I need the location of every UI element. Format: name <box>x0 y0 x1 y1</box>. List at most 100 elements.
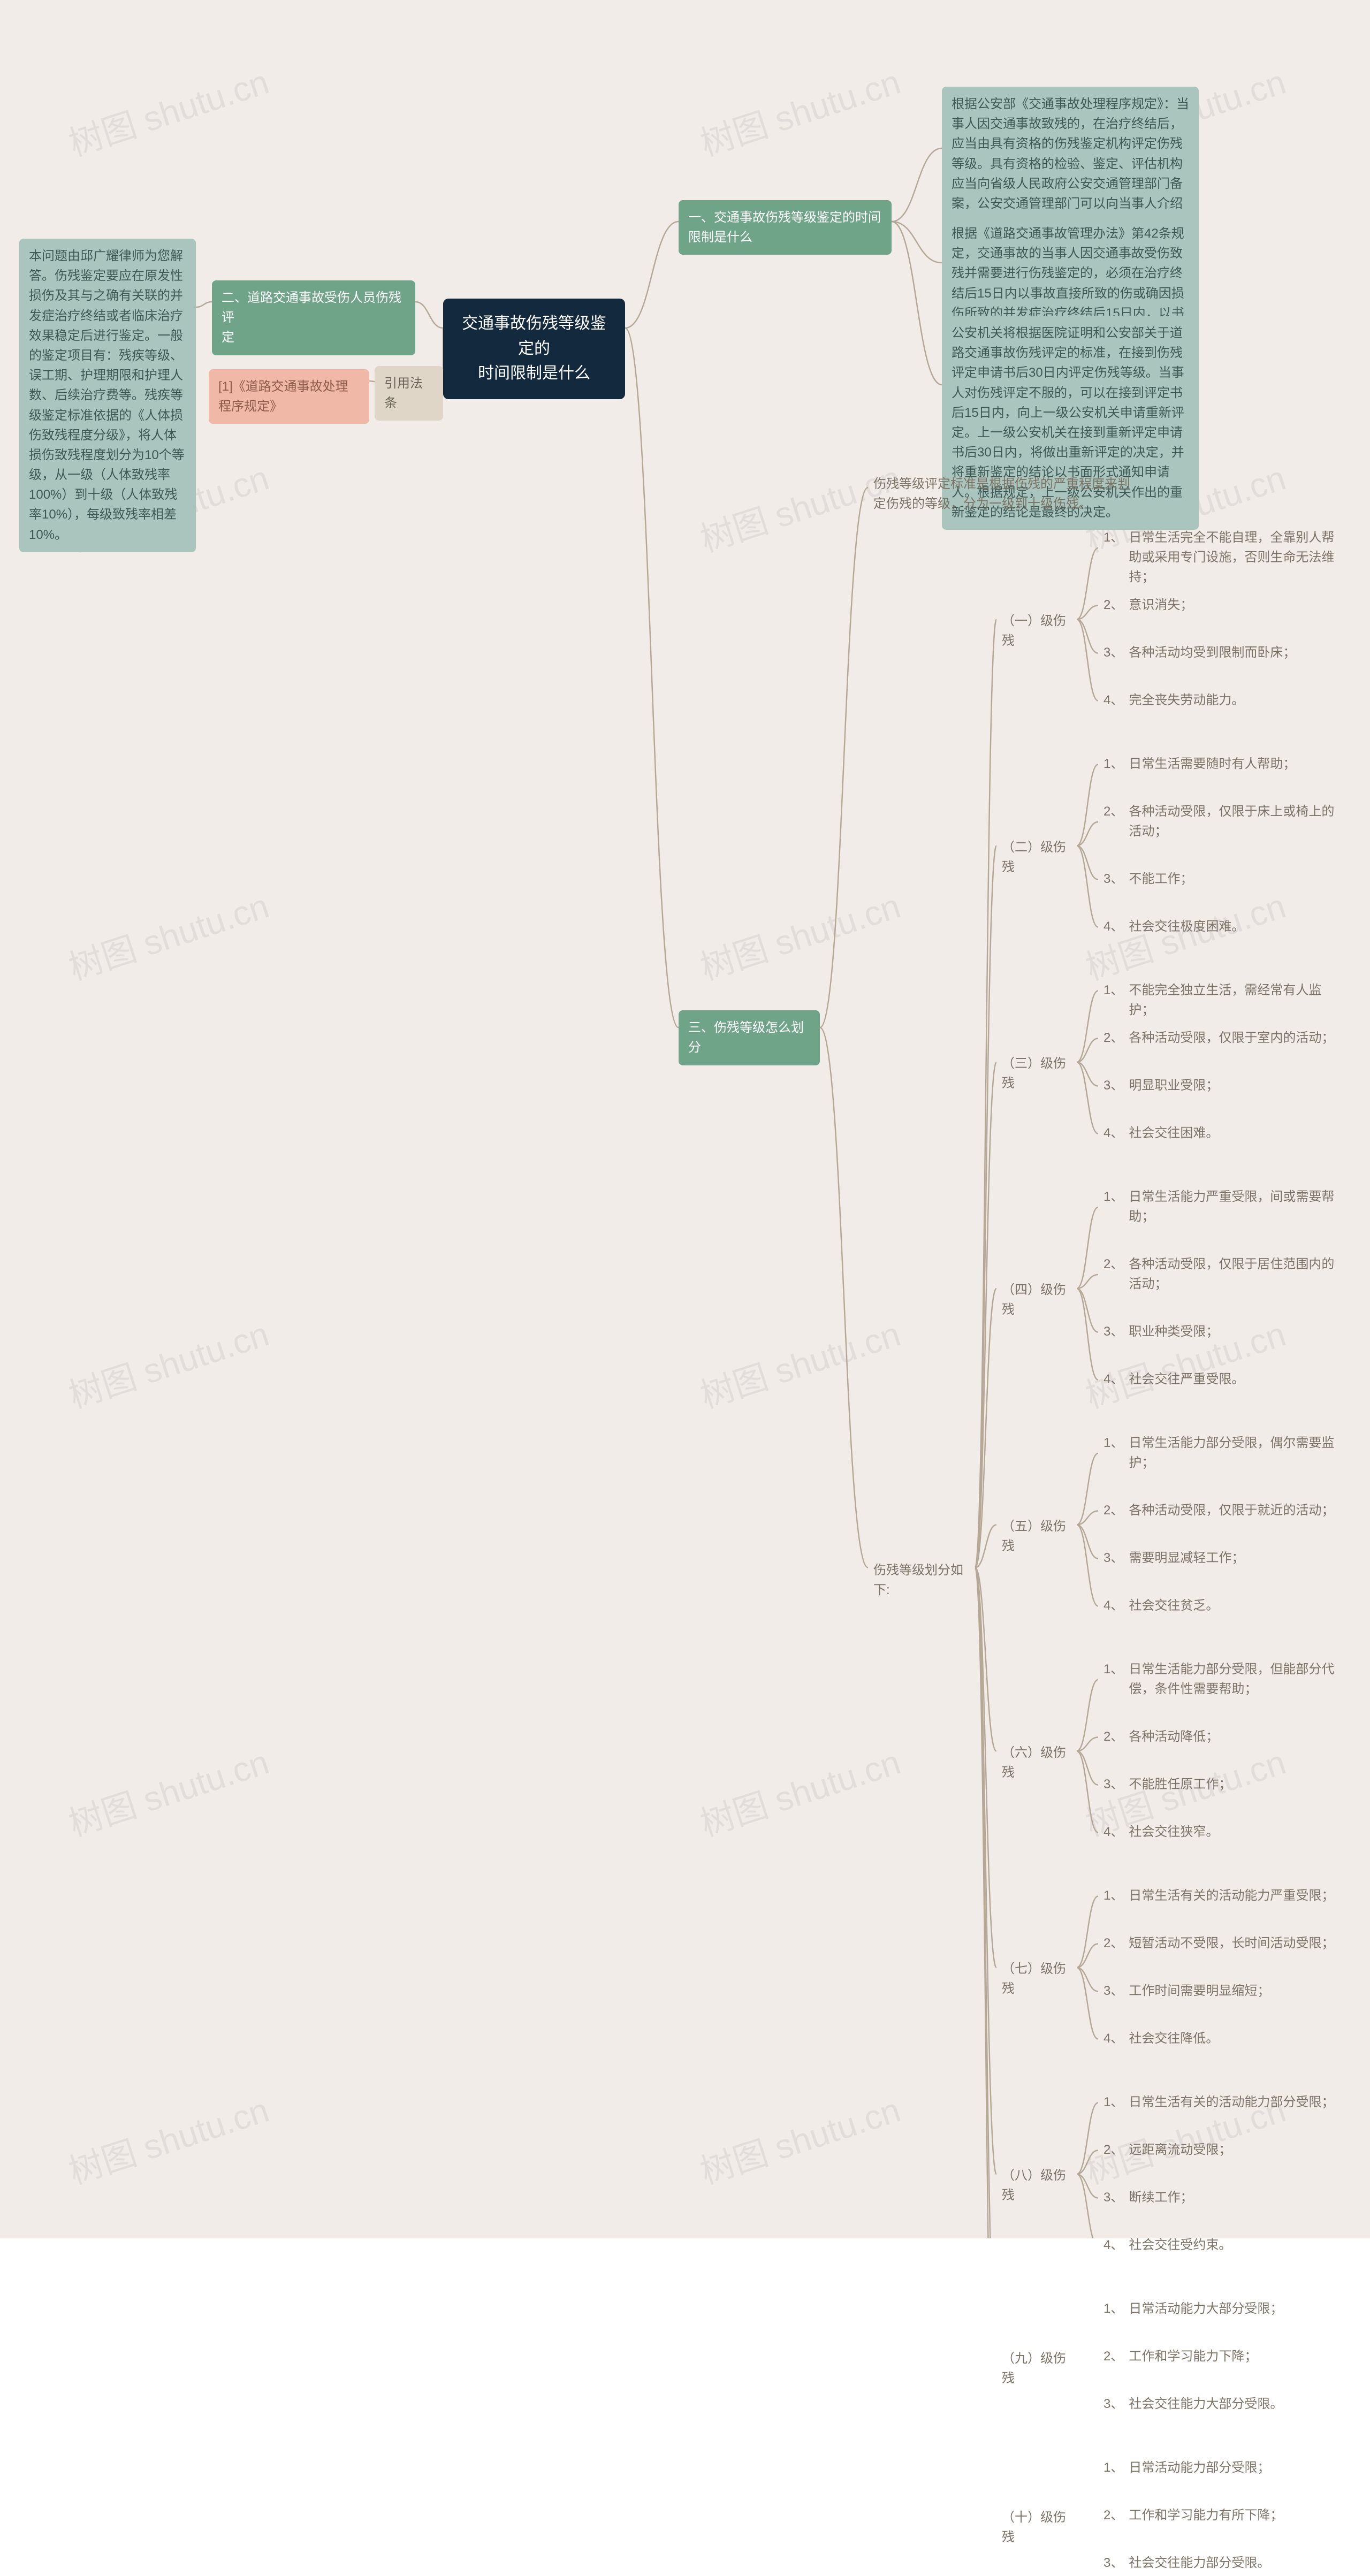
leaf-number: 1、 <box>1103 1187 1123 1207</box>
leaf-text: 各种活动均受到限制而卧床； <box>1129 643 1339 662</box>
grade-item: 4、 社会交往降低。 <box>1098 2025 1344 2052</box>
leaf-number: 1、 <box>1103 1659 1123 1679</box>
leaf-number: 1、 <box>1103 1886 1123 1906</box>
leaf-number: 3、 <box>1103 643 1123 662</box>
leaf-number: 4、 <box>1103 1596 1123 1615</box>
leaf-text: 远距离流动受限； <box>1129 2140 1339 2160</box>
citation-item-node: [1]《道路交通事故处理程序规定》 <box>209 369 369 424</box>
leaf-number: 4、 <box>1103 1369 1123 1389</box>
grade-label: （八）级伤残 <box>1002 2168 1066 2202</box>
leaf-text: 完全丧失劳动能力。 <box>1129 690 1339 710</box>
grade-label: （十）级伤残 <box>1002 2510 1066 2544</box>
leaf-text: 社会交往极度困难。 <box>1129 917 1339 936</box>
grade-item: 2、 各种活动降低； <box>1098 1724 1344 1750</box>
grade-item: 4、 社会交往严重受限。 <box>1098 1366 1344 1392</box>
grade-item: 2、 各种活动受限，仅限于居住范围内的活动； <box>1098 1251 1344 1297</box>
leaf-number: 2、 <box>1103 595 1123 615</box>
grade-item: 3、 社会交往能力部分受限。 <box>1098 2550 1344 2576</box>
leaf-text: 各种活动受限，仅限于居住范围内的活动； <box>1129 1254 1339 1294</box>
citation-node: 引用法条 <box>375 366 443 421</box>
leaf-text: 社会交往能力部分受限。 <box>1129 2553 1339 2573</box>
grade-item: 1、 日常生活有关的活动能力部分受限； <box>1098 2089 1344 2115</box>
section-2-para-node: 本问题由邱广耀律师为您解答。伤残鉴定要应在原发性损伤及其与之确有关联的并发症治疗… <box>19 239 196 552</box>
leaf-text: 工作和学习能力下降； <box>1129 2346 1339 2366</box>
grade-item: 2、 工作和学习能力下降； <box>1098 2343 1344 2369</box>
grade-item: 1、 日常生活有关的活动能力严重受限； <box>1098 1883 1344 1909</box>
grade-label: （四）级伤残 <box>1002 1283 1066 1317</box>
grade-item: 1、 日常生活能力严重受限，间或需要帮助； <box>1098 1184 1344 1230</box>
grade-item: 2、 短暂活动不受限，长时间活动受限； <box>1098 1930 1344 1956</box>
leaf-number: 1、 <box>1103 2458 1123 2478</box>
leaf-number: 3、 <box>1103 2394 1123 2414</box>
section-2-title: 二、道路交通事故受伤人员伤残评定 <box>222 291 401 345</box>
grade-item: 3、 各种活动均受到限制而卧床； <box>1098 639 1344 666</box>
grade-node: （十）级伤残 <box>996 2504 1077 2550</box>
leaf-text: 断续工作； <box>1129 2188 1339 2207</box>
leaf-number: 3、 <box>1103 1981 1123 2001</box>
root-title: 交通事故伤残等级鉴定的时间限制是什么 <box>462 315 606 382</box>
leaf-number: 3、 <box>1103 1548 1123 1568</box>
grade-node: （九）级伤残 <box>996 2345 1077 2391</box>
grade-item: 4、 社会交往极度困难。 <box>1098 913 1344 940</box>
grade-item: 1、 日常活动能力大部分受限； <box>1098 2296 1344 2322</box>
leaf-text: 日常生活能力部分受限，偶尔需要监护； <box>1129 1433 1339 1473</box>
grade-node: （二）级伤残 <box>996 834 1077 880</box>
section-3-sub-node: 伤残等级划分如下: <box>868 1557 975 1603</box>
leaf-text: 日常生活完全不能自理，全靠别人帮助或采用专门设施，否则生命无法维持； <box>1129 528 1339 588</box>
citation-item: [1]《道路交通事故处理程序规定》 <box>218 379 348 414</box>
leaf-text: 不能胜任原工作； <box>1129 1774 1339 1794</box>
grade-item: 4、 社会交往困难。 <box>1098 1120 1344 1146</box>
grade-item: 3、 工作时间需要明显缩短； <box>1098 1978 1344 2004</box>
grade-node: （六）级伤残 <box>996 1740 1077 1786</box>
leaf-number: 4、 <box>1103 1822 1123 1842</box>
grade-item: 1、 日常生活能力部分受限，偶尔需要监护； <box>1098 1430 1344 1476</box>
leaf-text: 短暂活动不受限，长时间活动受限； <box>1129 1933 1339 1953</box>
grade-item: 1、 不能完全独立生活，需经常有人监护； <box>1098 977 1344 1023</box>
leaf-number: 2、 <box>1103 2505 1123 2525</box>
section-3-title: 三、伤残等级怎么划分 <box>688 1020 804 1055</box>
leaf-text: 社会交往困难。 <box>1129 1123 1339 1143</box>
grade-node: （八）级伤残 <box>996 2162 1077 2208</box>
section-3-intro: 伤残等级评定标准是根据伤残的严重程度来判定伤残的等级，分为一级到十级伤残。 <box>873 477 1130 511</box>
grade-item: 3、 职业种类受限； <box>1098 1319 1344 1345</box>
leaf-text: 明显职业受限； <box>1129 1076 1339 1095</box>
leaf-number: 1、 <box>1103 754 1123 774</box>
leaf-number: 1、 <box>1103 980 1123 1000</box>
grade-item: 4、 社会交往狭窄。 <box>1098 1819 1344 1845</box>
leaf-number: 2、 <box>1103 1254 1123 1274</box>
leaf-text: 社会交往严重受限。 <box>1129 1369 1339 1389</box>
leaf-number: 2、 <box>1103 1500 1123 1520</box>
grade-node: （七）级伤残 <box>996 1956 1077 2002</box>
leaf-text: 工作时间需要明显缩短； <box>1129 1981 1339 2001</box>
grade-node: （四）级伤残 <box>996 1277 1077 1323</box>
grade-item: 3、 断续工作； <box>1098 2184 1344 2211</box>
leaf-number: 1、 <box>1103 2299 1123 2319</box>
leaf-text: 社会交往降低。 <box>1129 2029 1339 2048</box>
grade-label: （三）级伤残 <box>1002 1056 1066 1091</box>
grade-node: （五）级伤残 <box>996 1513 1077 1559</box>
leaf-number: 3、 <box>1103 1774 1123 1794</box>
leaf-number: 2、 <box>1103 1933 1123 1953</box>
grade-item: 4、 社会交往贫乏。 <box>1098 1592 1344 1619</box>
grade-item: 2、 远距离流动受限； <box>1098 2137 1344 2163</box>
grade-item: 3、 明显职业受限； <box>1098 1072 1344 1099</box>
grade-item: 4、 完全丧失劳动能力。 <box>1098 687 1344 713</box>
section-1-node: 一、交通事故伤残等级鉴定的时间限制是什么 <box>679 200 892 255</box>
leaf-number: 3、 <box>1103 869 1123 889</box>
grade-label: （六）级伤残 <box>1002 1746 1066 1780</box>
section-1-title: 一、交通事故伤残等级鉴定的时间限制是什么 <box>688 210 881 245</box>
leaf-number: 2、 <box>1103 1028 1123 1048</box>
leaf-text: 日常活动能力部分受限； <box>1129 2458 1339 2478</box>
grade-label: （七）级伤残 <box>1002 1962 1066 1996</box>
leaf-text: 日常生活有关的活动能力部分受限； <box>1129 2092 1339 2112</box>
grade-item: 2、 各种活动受限，仅限于床上或椅上的活动； <box>1098 798 1344 844</box>
leaf-number: 2、 <box>1103 2346 1123 2366</box>
leaf-text: 社会交往狭窄。 <box>1129 1822 1339 1842</box>
leaf-text: 各种活动受限，仅限于就近的活动； <box>1129 1500 1339 1520</box>
leaf-text: 日常生活能力部分受限，但能部分代偿，条件性需要帮助； <box>1129 1659 1339 1699</box>
leaf-number: 4、 <box>1103 917 1123 936</box>
grade-node: （一）级伤残 <box>996 608 1077 654</box>
leaf-number: 4、 <box>1103 1123 1123 1143</box>
leaf-text: 各种活动受限，仅限于室内的活动； <box>1129 1028 1339 1048</box>
citation-label: 引用法条 <box>384 376 423 410</box>
